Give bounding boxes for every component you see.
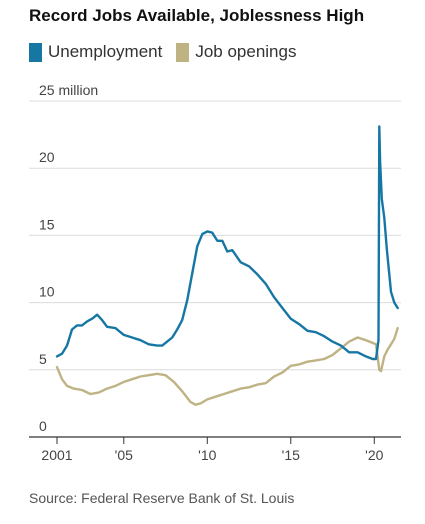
chart-title: Record Jobs Available, Joblessness High (29, 6, 365, 25)
source-note: Source: Federal Reserve Bank of St. Loui… (29, 490, 295, 506)
chart-legend: Unemployment Job openings (29, 42, 310, 62)
gridlines (29, 100, 401, 371)
y-tick-label-15: 15 (39, 216, 55, 232)
x-tick-label-2020: '20 (365, 447, 383, 463)
y-tick-label-25: 25 million (39, 82, 98, 98)
legend-swatch-job-openings (176, 42, 190, 62)
tick-labels: 0 5 10 15 20 25 million 2001 '05 '10 '15 '20 (39, 82, 384, 463)
legend-swatch-unemployment (29, 42, 42, 62)
x-tick-label-2010: '10 (198, 447, 216, 463)
y-tick-label-10: 10 (39, 284, 55, 300)
y-tick-label-5: 5 (39, 351, 47, 367)
y-tick-label-20: 20 (39, 149, 55, 165)
legend-item-unemployment: Unemployment (29, 42, 162, 62)
series-line-job-openings (55, 326, 399, 406)
legend-label-unemployment: Unemployment (48, 42, 163, 61)
x-axis (29, 436, 401, 444)
series-line-unemployment (55, 125, 399, 361)
x-tick-label-2015: '15 (282, 447, 300, 463)
legend-item-job-openings: Job openings (176, 42, 296, 62)
y-tick-label-0: 0 (39, 418, 47, 434)
x-tick-label-2001: 2001 (41, 447, 72, 463)
series-lines (55, 125, 399, 406)
legend-label-job-openings: Job openings (195, 42, 297, 61)
x-tick-label-2005: '05 (115, 447, 133, 463)
